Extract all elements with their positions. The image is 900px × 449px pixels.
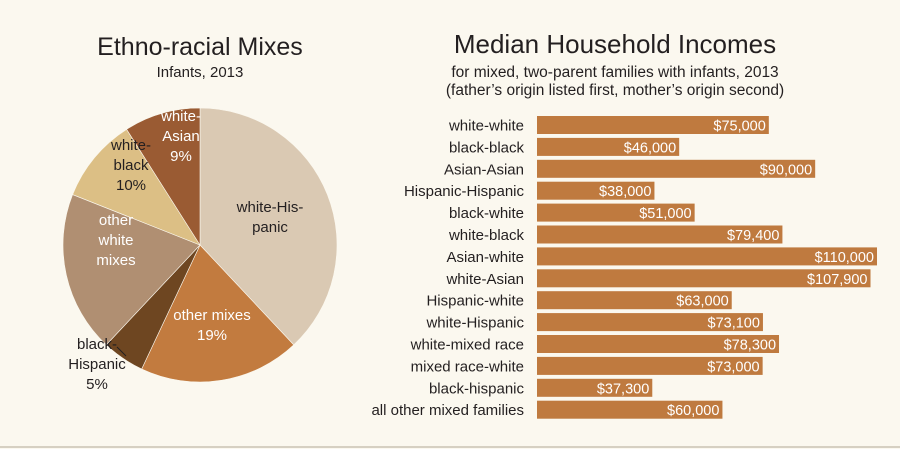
bar-white-black: [537, 225, 783, 244]
pie-label-line: panic: [252, 219, 288, 236]
bar-subtitle-line-1: for mixed, two-parent families with infa…: [451, 64, 778, 81]
bar-black-hispanic: [537, 378, 653, 397]
bar-value-label: $63,000: [676, 294, 728, 310]
bar-category-label: white-black: [448, 227, 525, 244]
bar-category-label: white-white: [448, 118, 524, 135]
pie-slice-other-white-mixes: [62, 194, 201, 346]
bar-value-label: $46,000: [624, 140, 676, 156]
pie-label-other-white-mixes: other white mixes: [96, 212, 135, 269]
bar-white-white: [537, 116, 769, 134]
pie-label-line: 19%: [197, 327, 227, 344]
bar-category-label: white-Hispanic: [425, 315, 524, 332]
bar-category-label: black-black: [449, 139, 525, 156]
pie-label-white-black: white-black 10%: [110, 137, 151, 194]
bar-all-other-mixed-families: [537, 400, 723, 419]
bar-category-label: white-Asian: [445, 271, 524, 288]
bar-value-label: $51,000: [639, 206, 691, 222]
bar-value-label: $60,000: [667, 403, 719, 419]
pie-label-line: white-: [160, 108, 201, 125]
pie-label-line: 9%: [170, 148, 192, 165]
bar-white-mixed-race: [537, 335, 780, 353]
bar-rows: white-white $75,000 black-black $46,000 Asia…: [371, 116, 877, 419]
bar-value-label: $90,000: [760, 162, 812, 178]
bar-value-label: $75,000: [713, 119, 765, 135]
bar-category-label: all other mixed families: [371, 402, 524, 419]
bar-asian-white: [537, 247, 877, 266]
pie-label-white-his-panic: white-His-panic: [236, 199, 304, 236]
bar-black-white: [537, 203, 695, 222]
pie-slice-white-black: [72, 128, 201, 246]
bar-value-label: $38,000: [599, 184, 651, 200]
bar-black-black: [537, 137, 680, 156]
pie-label-line: other mixes: [173, 307, 251, 324]
bar-value-label: $78,300: [724, 338, 776, 354]
pie-label-line: white-: [110, 137, 151, 154]
bar-category-label: mixed race-white: [411, 358, 524, 375]
bar-category-label: white-mixed race: [410, 337, 524, 354]
bar-category-label: black-white: [449, 205, 524, 222]
bar-category-label: Asian-Asian: [444, 161, 524, 178]
pie-subtitle: Infants, 2013: [157, 64, 244, 81]
pie-label-line: 10%: [116, 177, 146, 194]
bar-value-label: $110,000: [815, 250, 874, 266]
bar-category-label: black-hispanic: [429, 380, 525, 397]
bar-category-label: Hispanic-Hispanic: [404, 183, 525, 200]
bar-subtitle-line-2: (father’s origin listed first, mother’s …: [446, 82, 784, 99]
bar-value-label: $37,300: [597, 381, 649, 397]
bar-white-hispanic: [537, 313, 763, 332]
bar-value-label: $79,400: [727, 228, 779, 244]
bar-white-asian: [537, 269, 871, 288]
pie-label-line: white: [97, 232, 133, 249]
pie-slices: [62, 107, 338, 383]
pie-label-line: Hispanic: [68, 356, 126, 373]
pie-title: Ethno-racial Mixes: [97, 33, 303, 61]
bar-mixed-race-white: [537, 356, 763, 375]
bar-value-label: $73,000: [707, 359, 759, 375]
bar-title: Median Household Incomes: [454, 29, 776, 59]
bar-value-label: $107,900: [807, 272, 867, 288]
bar-category-label: Asian-white: [446, 249, 524, 266]
bar-value-label: $73,100: [708, 316, 760, 332]
bar-asian-asian: [537, 159, 816, 178]
bar-hispanic-white: [537, 291, 732, 310]
bar-hispanic-hispanic: [537, 181, 655, 200]
pie-label-line: black: [113, 157, 149, 174]
pie-label-black-hispanic: black- Hispanic 5%: [68, 336, 126, 393]
pie-labels: white-His-panic other mixes 19% black- Hispa…: [68, 108, 303, 393]
pie-label-line: black-: [77, 336, 117, 353]
pie-label-line: 5%: [86, 376, 108, 393]
pie-label-white-asian: white- Asian 9%: [160, 108, 201, 165]
pie-leader-line: [116, 346, 127, 357]
pie-label-line: other: [99, 212, 133, 229]
pie-slice-other-mixes: [141, 244, 295, 383]
pie-slice-white-asian: [126, 107, 201, 247]
pie-label-line: white-His-: [236, 199, 304, 216]
pie-slice-white-his-panic: [199, 107, 338, 346]
pie-label-line: Asian: [162, 128, 200, 145]
bar-category-label: Hispanic-white: [426, 293, 524, 310]
pie-label-other-mixes: other mixes 19%: [173, 307, 251, 344]
pie-label-line: mixes: [96, 252, 135, 269]
